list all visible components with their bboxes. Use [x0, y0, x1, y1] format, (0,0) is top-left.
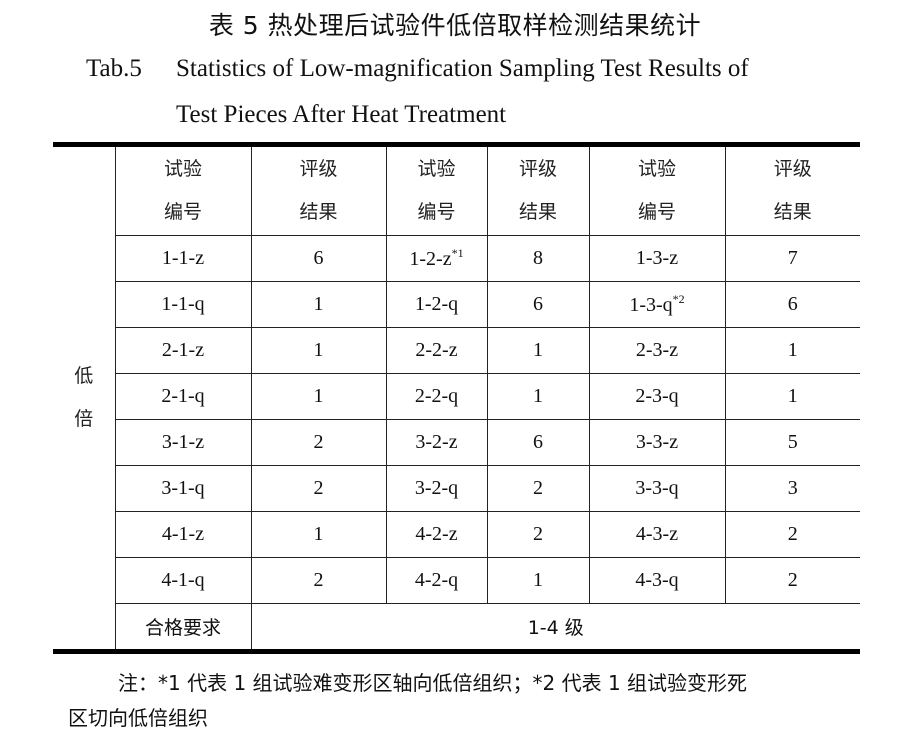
specimen-id-cell: 1-2-q: [385, 281, 488, 328]
footnote-line1: 注：*1 代表 1 组试验难变形区轴向低倍组织；*2 代表 1 组试验变形死: [118, 671, 748, 695]
grade-cell: 2: [724, 557, 860, 604]
specimen-id-cell: 2-3-z: [588, 327, 726, 374]
grade-cell: 3: [724, 465, 860, 512]
specimen-id-cell: 1-3-z: [588, 235, 726, 282]
specimen-id-cell: 4-3-z: [588, 511, 726, 558]
grade-cell: 5: [724, 419, 860, 466]
table-number: Tab.5: [86, 55, 142, 82]
grade-cell: 1: [724, 373, 860, 420]
header-cell: 试验 编号: [114, 144, 252, 236]
specimen-id-cell: 3-3-q: [588, 465, 726, 512]
specimen-id-cell: 4-3-q: [588, 557, 726, 604]
grade-cell: 1: [486, 373, 590, 420]
grade-cell: 6: [250, 235, 387, 282]
header-cell: 试验 编号: [385, 144, 488, 236]
specimen-id-cell: 2-2-q: [385, 373, 488, 420]
grade-cell: 2: [486, 465, 590, 512]
grade-cell: 2: [250, 557, 387, 604]
table-row: 3-1-q 2 3-2-q 2 3-3-q 3: [53, 465, 860, 512]
specimen-id-cell: 1-2-z*1: [385, 235, 488, 282]
header-cell: 评级 结果: [486, 144, 590, 236]
results-table: 低倍 试验 编号 评级 结果 试验 编号 评级 结果 试验 编号 评级 结果 1-1-z 6 1…: [53, 142, 860, 654]
specimen-id-cell: 2-3-q: [588, 373, 726, 420]
requirement-label: 合格要求: [115, 603, 252, 652]
specimen-id-cell: 3-1-z: [115, 419, 252, 466]
table-row: 1-1-z 6 1-2-z*1 8 1-3-z 7: [53, 235, 860, 282]
grade-cell: 6: [724, 281, 860, 328]
grade-cell: 1: [250, 511, 387, 558]
specimen-id-cell: 2-1-q: [115, 373, 252, 420]
table-title-en-line1: Tab.5 Statistics of Low-magnification Sam…: [86, 55, 749, 83]
requirement-row: 合格要求 1-4 级: [53, 603, 860, 652]
footnote-marker: *2: [672, 292, 685, 306]
specimen-id-cell: 4-1-z: [115, 511, 252, 558]
grade-cell: 2: [724, 511, 860, 558]
table-row: 1-1-q 1 1-2-q 6 1-3-q*2 6: [53, 281, 860, 328]
title-en-text: Statistics of Low-magnification Sampling…: [176, 55, 749, 82]
specimen-id-cell: 3-2-z: [385, 419, 488, 466]
specimen-id-cell: 1-1-q: [115, 281, 252, 328]
specimen-id-cell: 2-1-z: [115, 327, 252, 374]
header-cell: 评级 结果: [250, 144, 387, 236]
specimen-id-cell: 1-3-q*2: [588, 281, 726, 328]
specimen-id-cell: 3-3-z: [588, 419, 726, 466]
table-row: 2-1-q 1 2-2-q 1 2-3-q 1: [53, 373, 860, 420]
grade-cell: 1: [250, 327, 387, 374]
specimen-id-cell: 4-2-z: [385, 511, 488, 558]
grade-cell: 6: [486, 419, 590, 466]
grade-cell: 1: [486, 327, 590, 374]
grade-cell: 8: [486, 235, 590, 282]
grade-cell: 2: [250, 465, 387, 512]
table-row: 3-1-z 2 3-2-z 6 3-3-z 5: [53, 419, 860, 466]
header-cell: 试验 编号: [588, 144, 726, 236]
side-label: 低倍: [53, 144, 116, 652]
specimen-id-cell: 4-2-q: [385, 557, 488, 604]
table-row: 4-1-z 1 4-2-z 2 4-3-z 2: [53, 511, 860, 558]
specimen-id-cell: 2-2-z: [385, 327, 488, 374]
grade-cell: 1: [724, 327, 860, 374]
header-row: 低倍 试验 编号 评级 结果 试验 编号 评级 结果 试验 编号 评级 结果: [53, 144, 860, 652]
requirement-value: 1-4 级: [250, 603, 860, 652]
table-title-cn: 表 5 热处理后试验件低倍取样检测结果统计: [208, 11, 702, 40]
grade-cell: 1: [250, 373, 387, 420]
specimen-id-cell: 4-1-q: [115, 557, 252, 604]
grade-cell: 1: [486, 557, 590, 604]
header-cell: 评级 结果: [724, 144, 860, 236]
table-title-en-line2: Test Pieces After Heat Treatment: [176, 101, 507, 128]
grade-cell: 6: [486, 281, 590, 328]
table-row: 4-1-q 2 4-2-q 1 4-3-q 2: [53, 557, 860, 604]
grade-cell: 2: [250, 419, 387, 466]
specimen-id-cell: 1-1-z: [115, 235, 252, 282]
grade-cell: 2: [486, 511, 590, 558]
grade-cell: 1: [250, 281, 387, 328]
specimen-id-cell: 3-1-q: [115, 465, 252, 512]
footnote-line2: 区切向低倍组织: [68, 706, 208, 730]
specimen-id-cell: 3-2-q: [385, 465, 488, 512]
footnote-marker: *1: [451, 246, 464, 260]
grade-cell: 7: [724, 235, 860, 282]
table-row: 2-1-z 1 2-2-z 1 2-3-z 1: [53, 327, 860, 374]
